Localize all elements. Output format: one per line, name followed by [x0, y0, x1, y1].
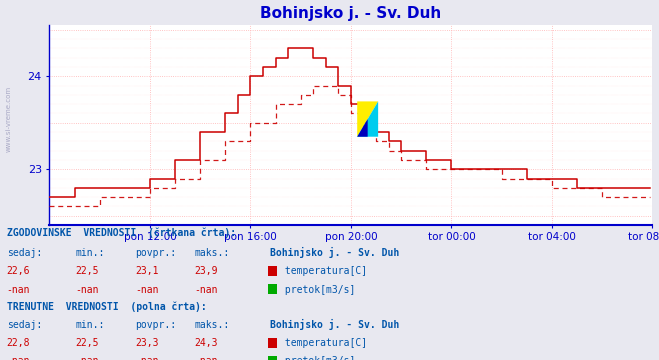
- Text: -nan: -nan: [194, 356, 218, 360]
- Text: -nan: -nan: [7, 356, 30, 360]
- Text: -nan: -nan: [7, 285, 30, 295]
- Text: -nan: -nan: [76, 285, 100, 295]
- Text: 24,3: 24,3: [194, 338, 218, 348]
- Polygon shape: [357, 102, 378, 137]
- Text: sedaj:: sedaj:: [7, 320, 42, 330]
- Text: temperatura[C]: temperatura[C]: [279, 338, 367, 348]
- Text: pretok[m3/s]: pretok[m3/s]: [279, 285, 355, 295]
- Text: 22,5: 22,5: [76, 338, 100, 348]
- Text: Bohinjsko j. - Sv. Duh: Bohinjsko j. - Sv. Duh: [270, 247, 399, 258]
- Text: povpr.:: povpr.:: [135, 320, 176, 330]
- Text: 22,5: 22,5: [76, 266, 100, 276]
- Text: -nan: -nan: [135, 285, 159, 295]
- Text: maks.:: maks.:: [194, 320, 229, 330]
- Text: 23,3: 23,3: [135, 338, 159, 348]
- Text: TRENUTNE  VREDNOSTI  (polna črta):: TRENUTNE VREDNOSTI (polna črta):: [7, 301, 206, 312]
- Text: 23,9: 23,9: [194, 266, 218, 276]
- Text: -nan: -nan: [76, 356, 100, 360]
- Text: temperatura[C]: temperatura[C]: [279, 266, 367, 276]
- Text: 22,8: 22,8: [7, 338, 30, 348]
- Text: povpr.:: povpr.:: [135, 248, 176, 258]
- Text: min.:: min.:: [76, 248, 105, 258]
- Title: Bohinjsko j. - Sv. Duh: Bohinjsko j. - Sv. Duh: [260, 6, 442, 21]
- Text: ZGODOVINSKE  VREDNOSTI  (črtkana črta):: ZGODOVINSKE VREDNOSTI (črtkana črta):: [7, 227, 236, 238]
- Polygon shape: [357, 102, 378, 137]
- Text: sedaj:: sedaj:: [7, 248, 42, 258]
- Polygon shape: [357, 119, 368, 137]
- Text: -nan: -nan: [194, 285, 218, 295]
- Text: www.si-vreme.com: www.si-vreme.com: [5, 86, 11, 152]
- Text: maks.:: maks.:: [194, 248, 229, 258]
- Text: min.:: min.:: [76, 320, 105, 330]
- Text: 22,6: 22,6: [7, 266, 30, 276]
- Text: 23,1: 23,1: [135, 266, 159, 276]
- Text: -nan: -nan: [135, 356, 159, 360]
- Text: Bohinjsko j. - Sv. Duh: Bohinjsko j. - Sv. Duh: [270, 319, 399, 330]
- Text: pretok[m3/s]: pretok[m3/s]: [279, 356, 355, 360]
